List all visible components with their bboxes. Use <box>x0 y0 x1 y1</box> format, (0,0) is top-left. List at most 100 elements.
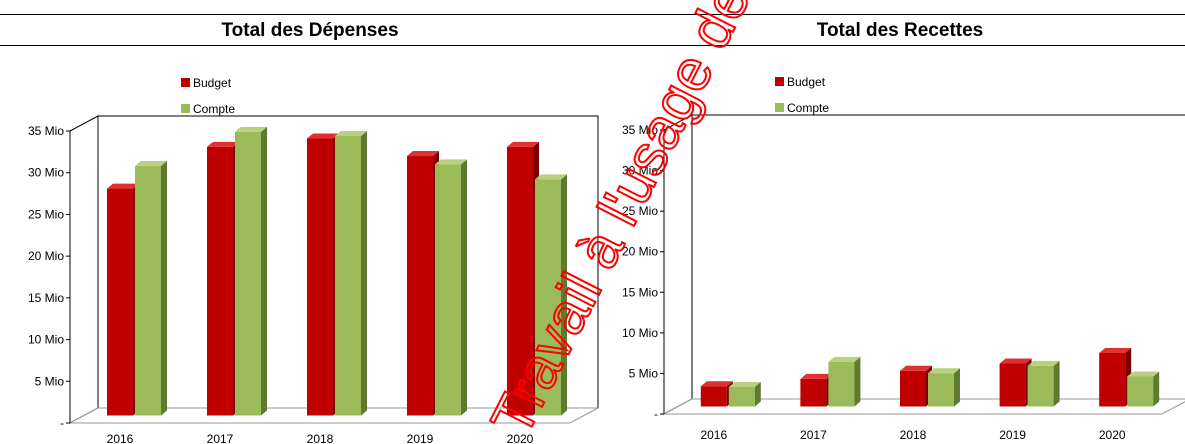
bar-front <box>928 373 954 407</box>
bar-top <box>207 141 239 147</box>
bar-front <box>828 361 855 407</box>
bar-compte-2016 <box>728 382 761 407</box>
x-tick-label: 2018 <box>307 432 334 444</box>
bar-front <box>700 386 727 407</box>
bar-top <box>107 183 139 189</box>
bar-front <box>507 146 533 416</box>
y-tick-label: 35 Mio <box>622 123 658 137</box>
bar-top <box>407 151 439 157</box>
bar-compte-2018 <box>928 368 960 407</box>
bar-front <box>335 136 361 416</box>
x-tick-label: 2019 <box>999 428 1026 442</box>
bar-top <box>507 141 539 147</box>
bar-front <box>900 370 926 407</box>
y-tick-label: - <box>60 416 64 430</box>
legend-label-budget: Budget <box>193 76 232 90</box>
bar-side <box>954 368 960 407</box>
bar-top <box>435 159 467 165</box>
bar-top <box>307 133 339 139</box>
bar-compte-2017 <box>235 126 267 416</box>
chart-title-depenses: Total des Dépenses <box>221 20 399 41</box>
bar-front <box>235 131 261 416</box>
bar-top <box>235 126 267 132</box>
legend-label-compte: Compte <box>787 101 829 115</box>
legend-swatch-budget <box>775 77 784 86</box>
x-tick-label: 2020 <box>1099 428 1126 442</box>
bar-budget-2016 <box>107 183 139 416</box>
bar-top <box>535 174 567 180</box>
x-tick-label: 2019 <box>407 432 434 444</box>
x-tick-label: 2018 <box>900 428 927 442</box>
y-tick-label: 25 Mio <box>28 207 64 221</box>
bar-front <box>1099 352 1126 407</box>
bar-top <box>135 161 167 167</box>
bar-side <box>754 382 761 407</box>
bar-compte-2020 <box>1127 371 1160 407</box>
x-tick-label: 2017 <box>800 428 827 442</box>
bar-front <box>800 378 827 407</box>
bar-front <box>1027 365 1054 407</box>
bar-front <box>999 363 1026 407</box>
bar-budget-2020 <box>1099 347 1132 407</box>
bar-compte-2019 <box>1027 360 1060 407</box>
y-tick-label: - <box>654 407 658 421</box>
bar-top <box>800 373 833 379</box>
y-tick-label: 25 Mio <box>622 204 658 218</box>
bar-front <box>407 156 433 416</box>
y-tick-label: 20 Mio <box>622 245 658 259</box>
y-tick-label: 10 Mio <box>622 326 658 340</box>
bar-front <box>107 188 133 416</box>
bar-top <box>335 131 367 137</box>
bar-compte-2017 <box>828 356 861 407</box>
chart-side-wall <box>663 114 693 415</box>
bar-front <box>728 387 755 407</box>
bar-budget-2019 <box>999 358 1032 407</box>
bar-top <box>1099 347 1132 353</box>
bar-top <box>928 368 960 374</box>
bar-budget-2018 <box>900 365 932 407</box>
bar-side <box>1153 371 1160 407</box>
bar-top <box>900 365 932 371</box>
x-tick-label: 2020 <box>507 432 534 444</box>
bar-side <box>461 159 467 416</box>
y-tick-label: 20 Mio <box>28 249 64 263</box>
legend-swatch-compte <box>181 104 190 113</box>
bar-top <box>1027 360 1060 366</box>
legend-label-budget: Budget <box>787 75 826 89</box>
bar-front <box>135 166 161 416</box>
y-tick-label: 10 Mio <box>28 333 64 347</box>
bar-side <box>854 356 861 407</box>
bar-top <box>828 356 861 362</box>
bar-front <box>207 146 233 416</box>
bar-compte-2019 <box>435 159 467 416</box>
bar-front <box>1127 376 1154 407</box>
bar-side <box>161 161 167 416</box>
bar-top <box>999 358 1032 364</box>
bar-compte-2020 <box>535 174 567 416</box>
y-tick-label: 30 Mio <box>28 166 64 180</box>
bar-top <box>700 381 733 387</box>
y-tick-label: 5 Mio <box>35 374 65 388</box>
bar-side <box>361 131 367 416</box>
legend-swatch-budget <box>181 78 190 87</box>
y-tick-label: 15 Mio <box>28 291 64 305</box>
y-tick-label: 30 Mio <box>622 164 658 178</box>
bar-front <box>535 179 561 416</box>
bar-top <box>1127 371 1160 377</box>
bar-compte-2016 <box>135 161 167 416</box>
legend-swatch-compte <box>775 103 784 112</box>
y-tick-label: 15 Mio <box>622 285 658 299</box>
title-rule <box>0 45 1185 46</box>
x-tick-label: 2016 <box>107 432 134 444</box>
chart-floor <box>69 407 599 424</box>
bar-front <box>435 164 461 416</box>
x-tick-label: 2017 <box>207 432 234 444</box>
y-tick-label: 35 Mio <box>28 124 64 138</box>
bar-top <box>728 382 761 388</box>
bar-side <box>561 174 567 416</box>
bar-side <box>261 126 267 416</box>
bar-budget-2016 <box>700 381 733 407</box>
y-tick-label: 5 Mio <box>629 366 659 380</box>
